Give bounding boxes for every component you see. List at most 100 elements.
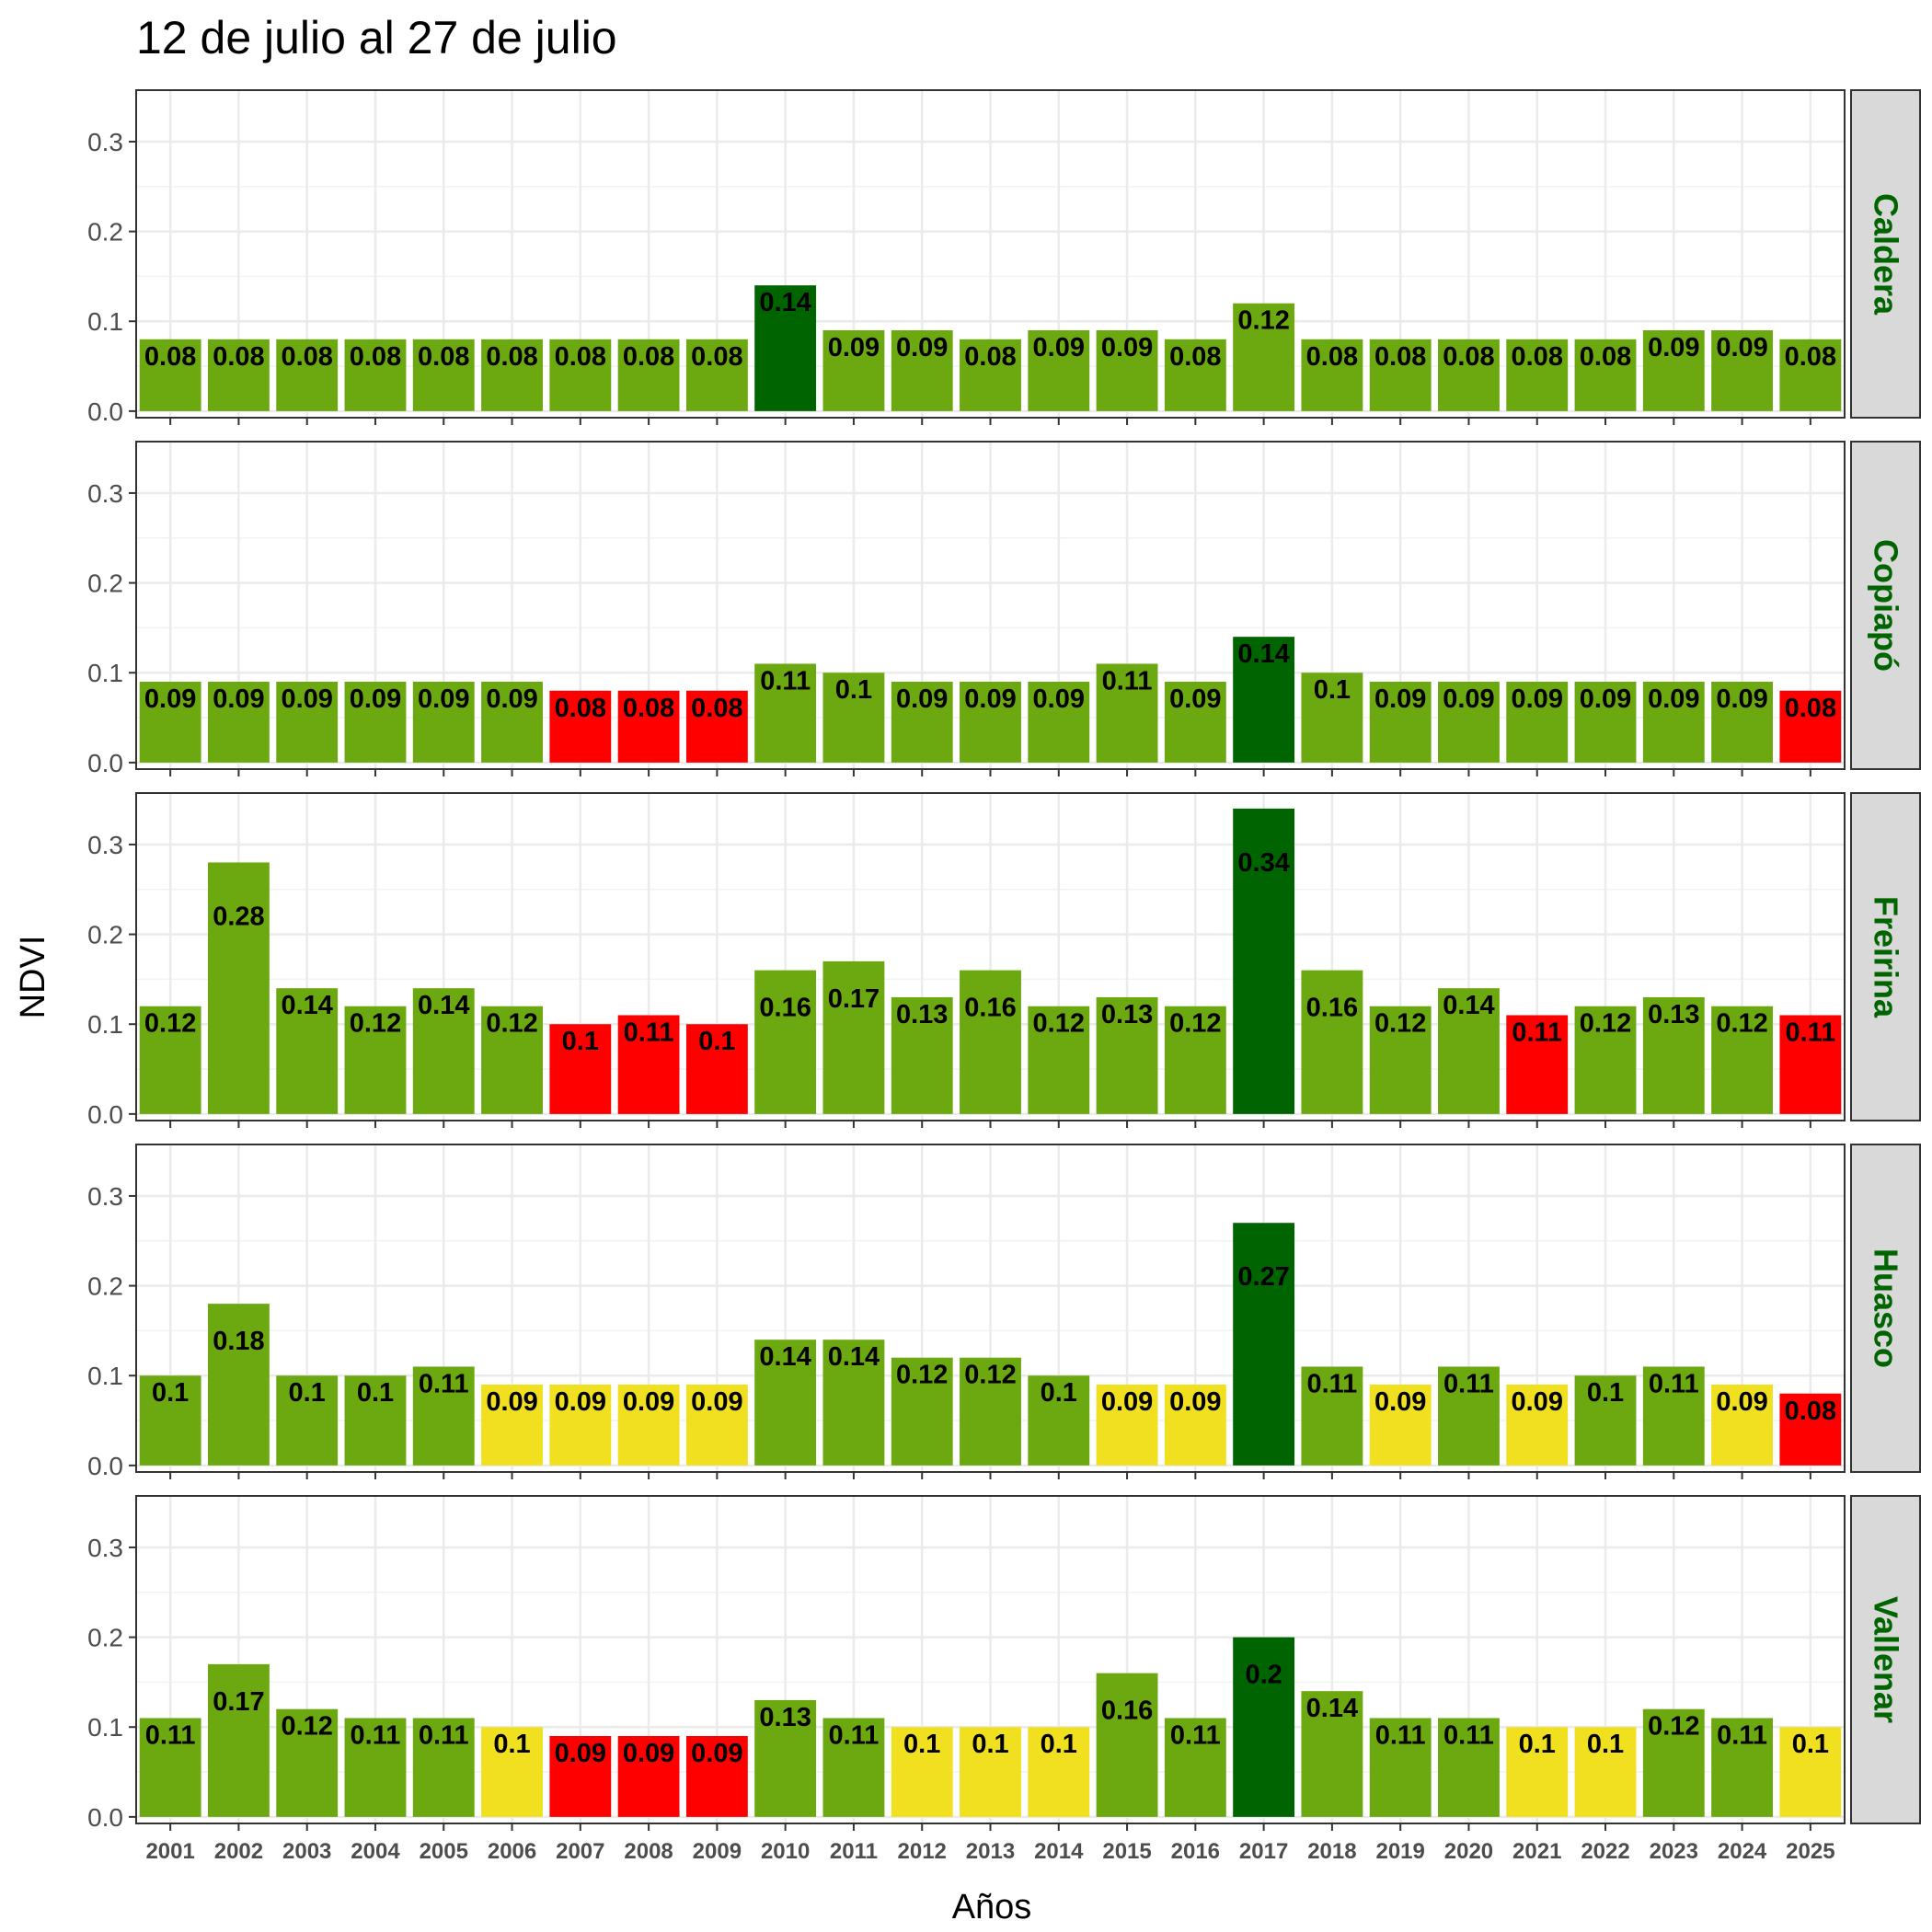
bar-label: 0.27 xyxy=(1237,1262,1289,1292)
y-tick-label: 0.0 xyxy=(87,1100,123,1129)
bar-label: 0.09 xyxy=(1101,333,1153,362)
bar-2003 xyxy=(276,988,339,1114)
bar-2015 xyxy=(1096,996,1158,1114)
bar-2013 xyxy=(960,339,1021,411)
bar-2007 xyxy=(549,1384,612,1466)
bar-label: 0.1 xyxy=(1587,1378,1624,1408)
bar-label: 0.12 xyxy=(1169,1009,1221,1039)
panel-caldera: 0.08 0.08 0.08 0.08 0.08 0.08 0.08 0.08 0.08 0.14… xyxy=(87,89,1921,426)
bar-label: 0.14 xyxy=(759,1342,811,1372)
bar-2003 xyxy=(276,681,339,763)
y-tick-label: 0.2 xyxy=(87,1624,123,1652)
x-tick-label: 2021 xyxy=(1512,1839,1561,1864)
x-tick-label: 2005 xyxy=(420,1839,468,1864)
bar-2023 xyxy=(1642,996,1705,1114)
bar-2019 xyxy=(1369,1006,1432,1114)
bar-label: 0.1 xyxy=(1587,1730,1624,1759)
bar-2001 xyxy=(139,1375,201,1466)
bar-2014 xyxy=(1028,1006,1090,1114)
bar-2003 xyxy=(276,339,339,411)
bar-label: 0.12 xyxy=(1033,1009,1085,1039)
bar-2018 xyxy=(1301,1691,1363,1817)
bar-label: 0.12 xyxy=(896,1361,948,1390)
bar-label: 0.11 xyxy=(1649,1369,1699,1398)
bar-label: 0.34 xyxy=(1237,848,1289,878)
bar-2007 xyxy=(549,1024,612,1114)
bar-label: 0.11 xyxy=(1375,1720,1426,1750)
facet-strip-label: Freirina xyxy=(1868,896,1905,1018)
bar-label: 0.08 xyxy=(1374,342,1426,372)
bar-label: 0.16 xyxy=(1306,994,1358,1023)
x-tick-label: 2012 xyxy=(898,1839,947,1864)
bar-2013 xyxy=(960,1357,1021,1466)
y-tick-label: 0.0 xyxy=(87,749,123,777)
panel-vallenar: 0.11 0.17 0.12 0.11 0.11 0.1 0.09 0.09 0.09 0.13 0… xyxy=(87,1495,1921,1832)
bar-label: 0.2 xyxy=(1245,1661,1282,1690)
bar-label: 0.12 xyxy=(1237,306,1289,336)
bar-2012 xyxy=(891,1727,953,1817)
bar-label: 0.08 xyxy=(623,694,674,723)
bar-label: 0.08 xyxy=(1785,694,1836,723)
bar-2008 xyxy=(617,1735,680,1817)
bar-2016 xyxy=(1164,339,1226,411)
bar-label: 0.1 xyxy=(357,1378,394,1408)
bar-label: 0.09 xyxy=(1374,684,1426,714)
bar-label: 0.09 xyxy=(1443,684,1494,714)
bar-2018 xyxy=(1301,970,1363,1114)
y-tick-label: 0.0 xyxy=(87,1452,123,1480)
bar-2015 xyxy=(1096,1384,1158,1466)
bar-2009 xyxy=(685,690,748,763)
bar-label: 0.09 xyxy=(350,684,401,714)
x-tick-label: 2016 xyxy=(1171,1839,1220,1864)
bar-label: 0.11 xyxy=(1512,1018,1562,1047)
bar-label: 0.09 xyxy=(486,1387,537,1417)
bar-label: 0.12 xyxy=(1648,1712,1699,1742)
bar-2009 xyxy=(685,1024,748,1114)
bar-label: 0.11 xyxy=(829,1720,880,1750)
bar-label: 0.08 xyxy=(213,342,264,372)
y-tick-label: 0.2 xyxy=(87,218,123,247)
y-tick-label: 0.1 xyxy=(87,307,123,336)
facet-strip-label: Huasco xyxy=(1868,1248,1905,1368)
bar-label: 0.1 xyxy=(562,1027,599,1056)
y-tick-label: 0.2 xyxy=(87,569,123,598)
y-tick-label: 0.1 xyxy=(87,659,123,687)
bar-label: 0.09 xyxy=(144,684,196,714)
bar-2008 xyxy=(617,339,680,411)
bar-2022 xyxy=(1574,1375,1637,1466)
x-tick-label: 2023 xyxy=(1650,1839,1698,1864)
bar-2025 xyxy=(1779,1393,1842,1466)
bar-label: 0.1 xyxy=(903,1730,940,1759)
bar-2013 xyxy=(960,970,1021,1114)
bar-label: 0.08 xyxy=(486,342,537,372)
bar-2025 xyxy=(1779,1727,1842,1817)
bar-2019 xyxy=(1369,1384,1432,1466)
x-tick-label: 2007 xyxy=(556,1839,604,1864)
bar-label: 0.08 xyxy=(144,342,196,372)
bar-label: 0.13 xyxy=(896,1000,948,1029)
bar-2002 xyxy=(207,862,270,1114)
bar-2016 xyxy=(1164,1718,1226,1817)
bar-label: 0.12 xyxy=(964,1361,1016,1390)
bar-label: 0.1 xyxy=(152,1378,189,1408)
bar-label: 0.1 xyxy=(1792,1730,1829,1759)
x-tick-label: 2013 xyxy=(966,1839,1015,1864)
x-tick-label: 2025 xyxy=(1786,1839,1834,1864)
bar-2018 xyxy=(1301,339,1363,411)
bar-label: 0.12 xyxy=(1374,1009,1426,1039)
facet-strip xyxy=(1850,441,1921,770)
bar-2005 xyxy=(412,1366,475,1466)
bar-2016 xyxy=(1164,1384,1226,1466)
bar-label: 0.09 xyxy=(1512,684,1563,714)
bar-2021 xyxy=(1506,681,1569,763)
bar-label: 0.09 xyxy=(213,684,264,714)
bar-label: 0.1 xyxy=(972,1730,1008,1759)
bar-label: 0.11 xyxy=(419,1369,469,1398)
bar-2002 xyxy=(207,339,270,411)
bar-label: 0.13 xyxy=(1648,1000,1699,1029)
bar-label: 0.09 xyxy=(1033,684,1085,714)
bar-2020 xyxy=(1438,1718,1500,1817)
bar-2024 xyxy=(1711,329,1774,411)
bar-label: 0.09 xyxy=(1716,1387,1767,1417)
bar-label: 0.09 xyxy=(623,1739,674,1768)
